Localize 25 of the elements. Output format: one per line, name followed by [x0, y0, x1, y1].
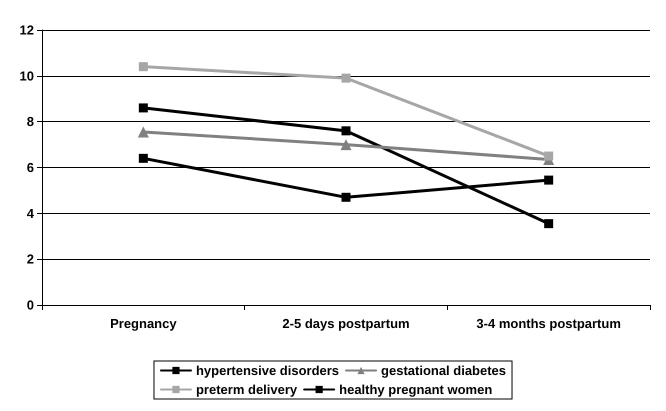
y-tick-label: 4: [26, 206, 35, 221]
y-tick-label: 0: [26, 298, 34, 312]
x-tick-label: Pregnancy: [110, 316, 178, 331]
point: [138, 126, 149, 138]
y-tick-label: 10: [20, 68, 34, 84]
legend-label: gestational diabetes: [381, 363, 506, 378]
y-tick-label: 2: [26, 252, 34, 267]
point: [342, 126, 350, 136]
point: [544, 176, 554, 185]
y-tick-label: 6: [26, 160, 34, 175]
x-tick-label: 2-5 days postpartum: [282, 316, 410, 331]
point: [342, 74, 350, 83]
y-tick-label: 8: [26, 114, 34, 130]
point: [138, 62, 148, 72]
y-tick-label: 12: [20, 22, 34, 38]
point: [342, 192, 350, 202]
point: [138, 103, 148, 112]
legend-label: healthy pregnant women: [339, 382, 492, 397]
legend-label: preterm delivery: [196, 382, 298, 397]
x-tick-label: 3-4 months postpartum: [476, 316, 621, 331]
point: [544, 152, 554, 161]
legend-label: hypertensive disorders: [196, 363, 340, 378]
point: [138, 154, 148, 163]
point: [544, 219, 554, 228]
point: [340, 139, 352, 150]
